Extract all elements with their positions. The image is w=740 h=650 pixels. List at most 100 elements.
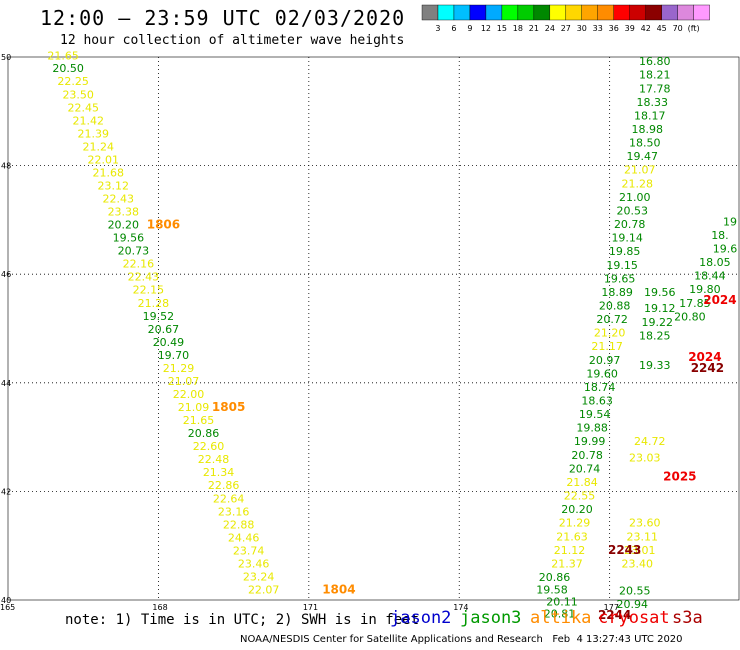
wave-height-value: 22.16 [123,258,155,271]
wave-height-value: 20.88 [599,299,631,312]
latitude-tick-label: 46 [1,270,11,279]
colorbar-label: 33 [593,24,603,33]
wave-height-value: 20.97 [589,354,621,367]
wave-height-value: 19.6 [713,242,738,255]
wave-height-value: 19.33 [639,359,671,372]
pass-time-label: 2024 [688,350,721,364]
wave-height-value: 21.84 [566,476,598,489]
wave-height-value: 20.86 [188,427,220,440]
wave-height-value: 22.01 [88,153,120,166]
latitude-tick-label: 48 [1,162,11,171]
legend-jason3: jason3 [460,608,522,628]
wave-height-value: 19.52 [143,310,175,323]
wave-height-value: 17.78 [639,82,671,95]
wave-height-value: 22.07 [248,583,280,596]
wave-height-value: 21.07 [168,375,200,388]
longitude-tick-label: 171 [303,603,318,612]
pass-time-label: 2024 [703,293,736,307]
colorbar-label: 18 [513,24,523,33]
wave-height-value: 20.80 [674,310,706,323]
wave-height-value: 21.65 [183,414,215,427]
longitude-tick-label: 174 [453,603,468,612]
wave-height-value: 18.33 [637,96,669,109]
wave-height-value: 22.60 [193,440,225,453]
wave-height-value: 22.55 [564,490,596,503]
wave-height-value: 22.88 [223,518,255,531]
wave-height-value: 21.20 [594,327,626,340]
wave-height-value: 20.20 [561,503,593,516]
wave-height-value: 18.25 [639,329,671,342]
pass-time-label: 2242 [691,361,724,375]
longitude-tick-label: 168 [152,603,167,612]
wave-height-value: 23.11 [626,530,658,543]
pass-time-label: 2025 [663,470,696,484]
colorbar-label: 24 [545,24,555,33]
pass-time-label: 1806 [147,218,180,232]
wave-height-value: 22.25 [57,75,89,88]
wave-height-value: 20.74 [569,462,601,475]
colorbar-label: 45 [657,24,667,33]
wave-height-value: 19.65 [604,272,636,285]
credit-line: NOAA/NESDIS Center for Satellite Applica… [240,634,683,645]
wave-height-value: 22.86 [208,479,240,492]
map-title: 12:00 — 23:59 UTC 02/03/2020 [40,6,406,30]
latitude-tick-label: 50 [1,53,11,62]
wave-height-value: 18.98 [631,123,663,136]
wave-height-value: 21.28 [621,177,653,190]
wave-height-value: 20.78 [571,449,603,462]
wave-height-value: 23.03 [629,452,661,465]
pass-time-label: 1805 [212,400,245,414]
colorbar-label: (ft) [688,24,700,33]
wave-height-value: 21.65 [47,50,79,63]
wave-height-value: 23.01 [624,544,656,557]
colorbar-swatch [693,4,710,21]
wave-height-value: 16.80 [639,55,671,68]
wave-height-value: 18.50 [629,137,661,150]
wave-height-value: 18.05 [699,256,731,269]
wave-height-value: 20.73 [118,245,150,258]
wave-height-value: 19.56 [113,232,145,245]
colorbar-label: 3 [435,24,440,33]
wave-height-value: 20.11 [546,595,578,608]
wave-height-value: 22.43 [128,271,160,284]
wave-height-value: 20.72 [596,313,628,326]
wave-height-value: 22.43 [103,193,135,206]
colorbar-label: 9 [467,24,472,33]
wave-height-value: 23.40 [621,557,653,570]
wave-height-value: 21.29 [163,362,195,375]
wave-height-value: 21.63 [556,530,588,543]
legend-altika: altika [530,608,592,628]
wave-height-value: 22.00 [173,388,205,401]
wave-height-value: 21.17 [591,340,623,353]
wave-height-value: 22.15 [133,284,165,297]
wave-height-colorbar: 3 6 9 12 15 18 21 24 27 30 33 36 39 42 45 70 (ft) [421,4,710,33]
wave-height-value: 18.63 [581,395,613,408]
map-frame [7,56,740,601]
wave-height-value: 21.34 [203,466,235,479]
wave-height-value: 22.45 [67,101,99,114]
legend-jason2: jason2 [390,608,452,628]
wave-height-value: 20.20 [108,219,140,232]
wave-height-value: 19.15 [606,259,638,272]
wave-height-value: 20.53 [616,204,648,217]
wave-height-value: 20.50 [52,62,84,75]
wave-height-value: 20.55 [619,585,651,598]
pass-time-label: 1804 [322,582,355,596]
wave-height-value: 22.64 [213,492,245,505]
wave-height-value: 21.68 [93,166,125,179]
wave-height-value: 21.42 [72,114,104,127]
longitude-tick-label: 177 [604,603,619,612]
colorbar-label: 21 [529,24,539,33]
wave-height-value: 20.94 [616,598,648,611]
wave-height-value: 18.21 [639,69,671,82]
latitude-tick-label: 40 [1,596,11,605]
wave-height-value: 19.58 [536,583,568,596]
wave-height-value: 21.39 [77,127,109,140]
wave-height-value: 20.81 [544,607,576,620]
wave-height-value: 21.00 [619,191,651,204]
colorbar-label: 30 [577,24,587,33]
wave-height-value: 24.72 [634,435,666,448]
latitude-tick-label: 42 [1,487,11,496]
legend-cryosat: cryosat [598,608,670,628]
